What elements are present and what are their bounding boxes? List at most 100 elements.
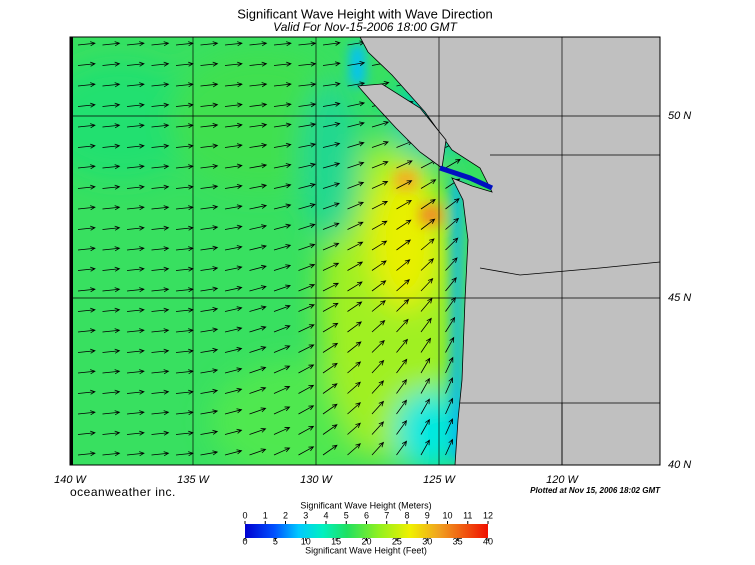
feet-tick-label: 35 — [453, 536, 463, 546]
wave-arrow — [102, 205, 121, 211]
wave-arrow — [224, 102, 243, 108]
wave-arrow — [224, 245, 243, 251]
wave-arrow — [200, 388, 219, 394]
wave-arrow — [298, 61, 317, 67]
wave-arrow — [322, 182, 341, 189]
meters-tick-label: 6 — [364, 510, 369, 520]
wave-arrow — [420, 398, 430, 415]
wave-arrow — [298, 82, 317, 88]
wave-arrow — [151, 389, 170, 395]
wave-arrow — [102, 82, 121, 88]
wave-arrow — [224, 143, 243, 149]
wave-arrow — [249, 264, 267, 271]
wave-arrow — [77, 307, 96, 313]
wave-arrow — [126, 61, 145, 67]
wave-arrow — [200, 266, 219, 272]
wave-arrow — [396, 199, 412, 210]
wave-arrow — [347, 141, 365, 148]
wave-arrow — [420, 297, 433, 312]
wave-arrow — [273, 365, 291, 374]
wave-arrow — [396, 318, 409, 333]
wave-arrow — [347, 101, 366, 107]
wave-arrow — [224, 285, 243, 292]
wave-arrow — [224, 408, 243, 415]
wave-arrow — [224, 82, 243, 88]
wave-arrow — [77, 225, 96, 231]
wave-arrow — [298, 243, 316, 251]
wave-arrow — [322, 342, 339, 353]
wave-arrow — [126, 41, 145, 47]
wave-arrow — [298, 283, 316, 292]
wave-arrow — [445, 316, 456, 333]
wave-arrow — [347, 321, 362, 333]
wave-arrow — [249, 305, 267, 312]
wave-arrow — [322, 121, 341, 128]
wave-arrow — [273, 284, 291, 292]
wave-field — [70, 37, 660, 465]
wave-arrow — [420, 258, 435, 271]
wave-arrow — [273, 203, 292, 210]
wave-arrow — [371, 120, 390, 128]
wave-arrow — [347, 281, 363, 292]
wave-arrow — [200, 123, 219, 129]
wave-arrow — [126, 225, 145, 231]
wave-arrow — [200, 204, 219, 210]
wave-arrow — [273, 244, 292, 251]
feet-tick-label: 0 — [242, 536, 247, 546]
colorbar-top-label: Significant Wave Height (Meters) — [300, 500, 431, 510]
wave-arrow — [347, 402, 361, 415]
wave-arrow — [77, 205, 96, 211]
lon-label: 125 W — [423, 474, 456, 486]
wave-arrow — [151, 451, 170, 457]
wave-arrow — [445, 336, 455, 353]
title: Significant Wave Height with Wave Direct… — [237, 6, 493, 21]
wave-arrow — [322, 101, 341, 107]
wave-arrow — [200, 429, 219, 435]
wave-arrow — [126, 348, 145, 354]
wave-arrow — [273, 427, 291, 435]
wave-arrow — [126, 266, 145, 272]
wave-arrow — [273, 142, 292, 148]
wave-arrow — [396, 160, 413, 169]
wave-arrow — [200, 450, 219, 456]
strait — [439, 165, 494, 191]
wave-arrow — [396, 219, 412, 230]
wave-arrow — [322, 362, 338, 374]
wave-arrow — [298, 122, 317, 128]
wave-arrow — [371, 200, 389, 210]
wave-arrow — [77, 451, 96, 457]
wave-arrow — [420, 179, 437, 189]
wave-arrow — [102, 410, 121, 416]
feet-tick-label: 30 — [422, 536, 432, 546]
wave-arrow — [273, 345, 291, 353]
wave-arrow — [322, 403, 338, 415]
wave-arrow — [249, 143, 268, 148]
wave-arrow — [371, 441, 385, 456]
wave-arrow — [347, 161, 365, 169]
wave-arrow — [249, 427, 267, 435]
wave-arrow — [445, 198, 460, 210]
wave-arrow — [224, 428, 243, 435]
wave-arrow — [77, 61, 96, 67]
wave-arrow — [396, 419, 408, 435]
wave-arrow — [126, 430, 145, 436]
wave-arrow — [371, 359, 385, 374]
wave-arrow — [249, 203, 268, 210]
wave-arrow — [151, 143, 170, 149]
wave-arrow — [420, 357, 431, 374]
wave-arrow — [102, 246, 121, 252]
wave-arrow — [273, 386, 291, 394]
wave-arrow — [420, 377, 430, 394]
wave-arrow — [102, 164, 121, 170]
wave-arrow — [273, 102, 292, 108]
wave-arrow — [151, 102, 170, 108]
wave-arrow — [420, 317, 432, 333]
wave-arrow — [347, 81, 366, 87]
wave-arrow — [249, 61, 268, 67]
wave-arrow — [77, 369, 96, 375]
wave-arrow — [200, 327, 219, 333]
wave-arrow — [273, 163, 292, 169]
wave-arrow — [151, 348, 170, 354]
wave-arrow — [200, 143, 219, 149]
wave-arrow — [151, 328, 170, 334]
